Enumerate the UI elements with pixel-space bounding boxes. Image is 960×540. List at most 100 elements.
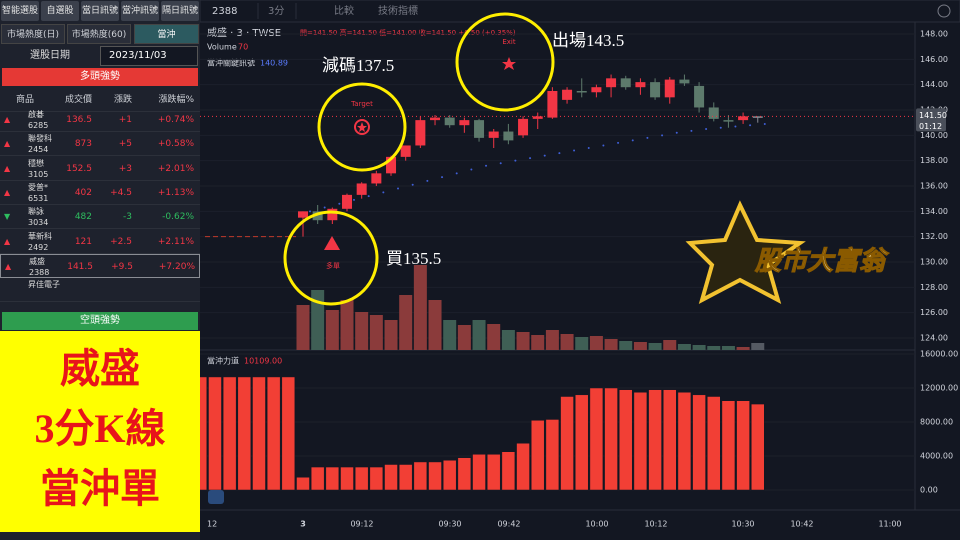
signal-dot bbox=[661, 134, 664, 137]
volume-bar bbox=[296, 305, 310, 350]
tab[interactable]: 自選股 bbox=[41, 1, 79, 21]
candle-body bbox=[518, 118, 529, 136]
toolbar-indicators[interactable]: 技術指標 bbox=[378, 4, 418, 17]
y-tick-label: 138.00 bbox=[920, 156, 948, 165]
legend-volume-value: 70 bbox=[238, 43, 248, 52]
y-tick-label: 134.00 bbox=[920, 207, 948, 216]
volume-bar bbox=[487, 324, 501, 350]
signal-dot bbox=[646, 136, 649, 139]
last-price-box bbox=[916, 108, 946, 132]
volume-bar bbox=[677, 344, 691, 350]
stock-code: 3034 bbox=[28, 218, 49, 228]
signal-dot bbox=[323, 206, 326, 209]
trend-icon: ▲ bbox=[5, 261, 12, 271]
tab[interactable]: 當沖訊號 bbox=[121, 1, 159, 21]
last-price-label: 141.50 bbox=[919, 111, 947, 120]
candle-body bbox=[620, 78, 631, 88]
stock-row[interactable]: ▲ 穩懋 3105 152.5 +3 +2.01% bbox=[0, 157, 200, 181]
signal-dot bbox=[441, 176, 444, 179]
subtab[interactable]: 市場熱度(60) bbox=[67, 24, 131, 44]
logo-text: 股市大富翁 bbox=[754, 247, 890, 277]
legend-power-label: 當沖力道 bbox=[207, 356, 239, 366]
stock-row[interactable]: ▲ 華新科 2492 121 +2.5 +2.11% bbox=[0, 230, 200, 254]
stock-name: 聯發科 bbox=[28, 134, 52, 144]
candle-body bbox=[532, 116, 543, 119]
volume-bar bbox=[311, 290, 325, 350]
pane-icon[interactable] bbox=[208, 490, 224, 504]
column-header: 漲跌 bbox=[113, 95, 132, 105]
power-bar bbox=[457, 457, 472, 491]
stock-cell: +1.13% bbox=[157, 187, 194, 198]
volume-bar bbox=[501, 330, 515, 350]
power-bar bbox=[200, 376, 208, 491]
tab[interactable]: 智能選股 bbox=[1, 1, 39, 21]
candle-body bbox=[356, 183, 367, 195]
tab[interactable]: 當日訊號 bbox=[81, 1, 119, 21]
y-tick-label: 0.00 bbox=[920, 486, 938, 495]
y-tick-label: 132.00 bbox=[920, 232, 948, 241]
x-tick-label: 3 bbox=[300, 520, 306, 529]
caption-box: 威盛 3分K線 當沖單 bbox=[0, 331, 200, 532]
settings-icon[interactable] bbox=[937, 4, 951, 18]
power-bar bbox=[736, 400, 750, 491]
bear-header[interactable]: 空頭強勢 bbox=[2, 312, 198, 330]
stock-row[interactable]: 昇佳電子 bbox=[0, 278, 200, 303]
power-bar bbox=[589, 387, 604, 491]
signal-dot bbox=[573, 149, 576, 152]
volume-bar bbox=[648, 343, 662, 350]
stock-row[interactable]: ▲ 愛普* 6531 402 +4.5 +1.13% bbox=[0, 181, 200, 205]
stock-row[interactable]: ▼ 聯詠 3034 482 -3 -0.62% bbox=[0, 205, 200, 230]
power-bar bbox=[501, 451, 516, 491]
candle-body bbox=[679, 79, 690, 84]
stock-cell: +2.11% bbox=[157, 236, 194, 247]
volume-bar bbox=[369, 315, 383, 350]
volume-bar bbox=[633, 342, 647, 350]
tab[interactable]: 隔日訊號 bbox=[161, 1, 199, 21]
x-tick-label: 10:12 bbox=[644, 520, 667, 529]
volume-bar bbox=[575, 337, 589, 350]
volume-bar bbox=[604, 339, 618, 350]
table-header: 商品 成交價 漲跌 漲跌幅% bbox=[0, 88, 200, 112]
volume-bar bbox=[325, 310, 339, 350]
toolbar-interval[interactable]: 3分 bbox=[268, 5, 284, 17]
bull-header[interactable]: 多頭強勢 bbox=[2, 68, 198, 86]
toolbar-symbol[interactable]: 2388 bbox=[212, 6, 237, 17]
column-header: 商品 bbox=[16, 95, 35, 105]
power-bar bbox=[663, 389, 677, 491]
exit-tag: Exit bbox=[502, 38, 516, 46]
candle-body bbox=[708, 107, 719, 119]
signal-dot bbox=[631, 139, 634, 142]
y-tick-label: 8000.00 bbox=[920, 418, 953, 427]
x-tick-label: 10:00 bbox=[585, 520, 608, 529]
highlight-circle bbox=[317, 82, 407, 172]
stock-code: 2388 bbox=[29, 267, 50, 277]
stock-row[interactable]: ▲ 啟碁 6285 136.5 +1 +0.74% bbox=[0, 108, 200, 132]
chart: 2388 3分 比較 技術指標 威盛 · 3 · TWSE 開=141.50 高… bbox=[200, 0, 960, 529]
y-tick-label: 130.00 bbox=[920, 258, 948, 267]
stock-cell bbox=[98, 278, 132, 302]
candle-body bbox=[415, 120, 426, 146]
y-tick-label: 124.00 bbox=[920, 334, 948, 343]
x-tick-label: 09:30 bbox=[438, 520, 461, 529]
power-bar bbox=[692, 394, 706, 491]
y-tick-label: 146.00 bbox=[920, 55, 948, 64]
subtab[interactable]: 市場熱度(日) bbox=[1, 24, 65, 44]
trend-icon: ▼ bbox=[4, 212, 11, 222]
subtab[interactable]: 當沖 bbox=[134, 24, 199, 44]
stock-cell: +2.5 bbox=[110, 236, 132, 247]
power-bar bbox=[428, 461, 442, 491]
power-bar bbox=[545, 419, 560, 491]
stock-row[interactable]: ▲ 聯發科 2454 873 +5 +0.58% bbox=[0, 132, 200, 157]
stock-row[interactable]: ▲ 威盛 2388 141.5 +9.5 +7.20% bbox=[0, 253, 200, 278]
stock-cell bbox=[140, 278, 194, 302]
y-tick-label: 144.00 bbox=[920, 80, 948, 89]
toolbar-compare[interactable]: 比較 bbox=[334, 4, 354, 17]
signal-dot bbox=[734, 125, 737, 128]
date-input[interactable]: 2023/11/03 bbox=[100, 46, 198, 66]
stock-table: 商品 成交價 漲跌 漲跌幅% ▲ 啟碁 6285 136.5 +1 +0.74% ▲ 聯發科 2454 8… bbox=[0, 88, 200, 310]
signal-dot bbox=[470, 168, 473, 171]
column-header: 漲跌幅% bbox=[158, 95, 194, 105]
caption-line: 3分K線 bbox=[34, 406, 166, 451]
x-tick-label: 11:00 bbox=[878, 520, 901, 529]
candle-body bbox=[444, 117, 455, 126]
